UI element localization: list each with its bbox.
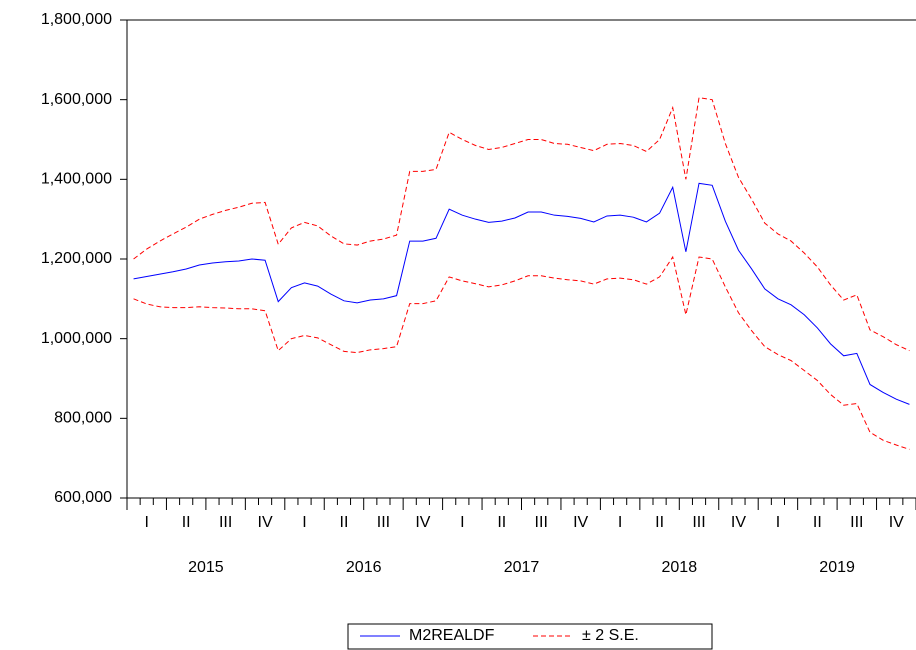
quarter-label: I (460, 514, 464, 531)
y-tick-label: 1,200,000 (41, 250, 112, 267)
year-label: 2019 (819, 559, 855, 576)
year-label: 2015 (188, 559, 224, 576)
quarter-label: III (850, 514, 863, 531)
year-label: 2017 (504, 559, 540, 576)
quarter-label: II (182, 514, 191, 531)
quarter-label: II (497, 514, 506, 531)
quarter-label: IV (731, 514, 746, 531)
legend-label: ± 2 S.E. (582, 627, 639, 644)
quarter-label: II (813, 514, 822, 531)
lower-band-line (133, 255, 910, 450)
quarter-label: II (340, 514, 349, 531)
quarter-label: I (618, 514, 622, 531)
quarter-label: I (144, 514, 148, 531)
upper-band-line (133, 97, 910, 352)
quarter-label: IV (415, 514, 430, 531)
quarter-label: I (776, 514, 780, 531)
y-tick-label: 1,400,000 (41, 171, 112, 188)
y-tick-label: 1,600,000 (41, 91, 112, 108)
y-tick-label: 1,800,000 (41, 11, 112, 28)
quarter-label: II (655, 514, 664, 531)
year-label: 2018 (662, 559, 698, 576)
y-tick-label: 1,000,000 (41, 330, 112, 347)
quarter-label: III (535, 514, 548, 531)
quarter-label: III (377, 514, 390, 531)
year-label: 2016 (346, 559, 382, 576)
quarter-label: IV (573, 514, 588, 531)
quarter-label: III (692, 514, 705, 531)
quarter-label: I (302, 514, 306, 531)
legend-box (347, 623, 713, 650)
quarter-label: IV (258, 514, 273, 531)
y-tick-label: 600,000 (54, 489, 112, 506)
y-tick-label: 800,000 (54, 410, 112, 427)
series-line (133, 182, 910, 405)
quarter-label: IV (889, 514, 904, 531)
legend-label: M2REALDF (409, 627, 495, 644)
quarter-label: III (219, 514, 232, 531)
